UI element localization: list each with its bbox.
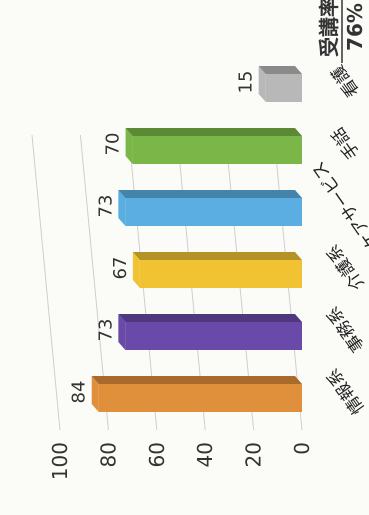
y-axis-tick-labels: 0 20 40 60 80 100 bbox=[48, 442, 314, 480]
y-tick-label: 80 bbox=[96, 442, 120, 467]
bar-side bbox=[125, 128, 302, 136]
bar-top bbox=[132, 252, 140, 288]
bar-top bbox=[118, 314, 126, 350]
bars bbox=[91, 66, 303, 412]
y-tick-label: 20 bbox=[242, 442, 266, 467]
bar-front bbox=[139, 260, 302, 288]
bar-front bbox=[98, 384, 302, 412]
y-tick-label: 60 bbox=[145, 442, 169, 467]
value-labels: 84 73 67 73 70 15 bbox=[69, 71, 257, 404]
bar-front bbox=[265, 74, 303, 102]
value-label: 84 bbox=[69, 381, 90, 404]
category-label: 介護系 bbox=[323, 240, 369, 293]
bar-front bbox=[125, 198, 302, 226]
bar-side bbox=[132, 252, 302, 260]
bar bbox=[258, 66, 303, 102]
category-label: 看護 bbox=[328, 61, 364, 100]
gridline bbox=[31, 134, 61, 431]
bar-side bbox=[258, 66, 302, 74]
category-label: 情報系 bbox=[323, 364, 369, 417]
category-label: ケアサービス bbox=[308, 157, 369, 252]
value-label: 73 bbox=[95, 319, 116, 342]
value-label: 73 bbox=[95, 195, 116, 218]
bar-top bbox=[125, 128, 133, 164]
bar bbox=[118, 190, 302, 226]
value-label: 15 bbox=[236, 71, 257, 94]
y-tick-label: 100 bbox=[48, 442, 72, 480]
bar-front bbox=[125, 322, 302, 350]
y-tick-label: 0 bbox=[290, 442, 314, 455]
bar-side bbox=[118, 314, 302, 322]
y-tick-label: 40 bbox=[193, 442, 217, 467]
caption: 受講率 76% bbox=[317, 0, 367, 63]
bar-top bbox=[91, 376, 99, 412]
category-label: 事務系 bbox=[323, 302, 369, 355]
category-label: 手話 bbox=[328, 123, 364, 162]
caption-value: 76% bbox=[343, 3, 367, 51]
bar-top bbox=[118, 190, 126, 226]
bar bbox=[118, 314, 302, 350]
bar bbox=[125, 128, 302, 164]
bar-side bbox=[91, 376, 302, 384]
bar-front bbox=[132, 136, 302, 164]
caption-label: 受講率 bbox=[317, 0, 341, 57]
bar bbox=[91, 376, 302, 412]
bar bbox=[132, 252, 302, 288]
value-label: 70 bbox=[103, 133, 124, 156]
bar-side bbox=[118, 190, 302, 198]
bar-top bbox=[258, 66, 266, 102]
value-label: 67 bbox=[110, 257, 131, 280]
